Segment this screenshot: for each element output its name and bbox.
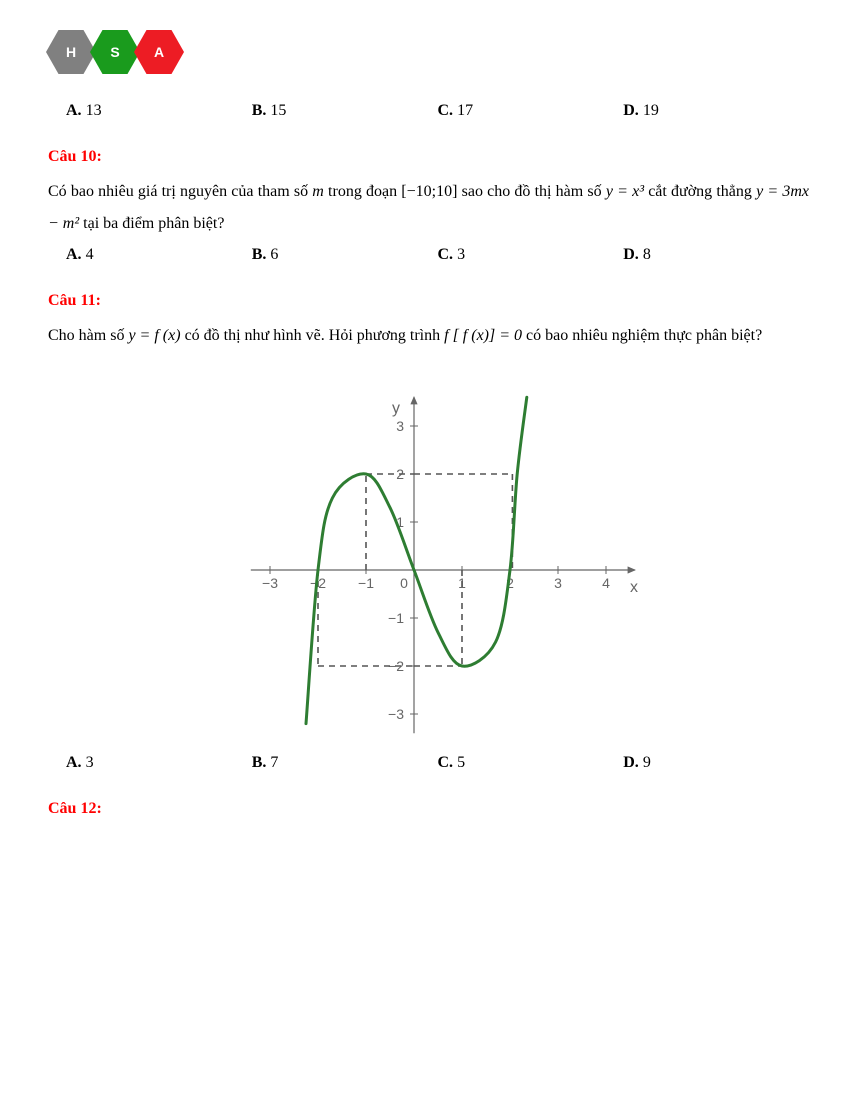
q9-options: A. 13 B. 15 C. 17 D. 19 xyxy=(48,102,809,120)
q11-opt-d: D. 9 xyxy=(623,754,809,772)
q11-opt-b: B. 7 xyxy=(252,754,438,772)
q10-title: Câu 10: xyxy=(48,148,809,166)
opt-value: 13 xyxy=(86,102,102,119)
opt-value: 17 xyxy=(457,102,473,119)
opt-value: 9 xyxy=(643,754,651,771)
opt-value: 3 xyxy=(86,754,94,771)
q11-opt-c: C. 5 xyxy=(438,754,624,772)
q12-title: Câu 12: xyxy=(48,800,809,818)
opt-value: 7 xyxy=(270,754,278,771)
text: sao cho đồ thị hàm số xyxy=(462,183,606,200)
text: trong đoạn xyxy=(328,183,401,200)
opt-label: C. xyxy=(438,246,454,263)
text: Có bao nhiêu giá trị nguyên của tham số xyxy=(48,183,312,200)
logo: H S A xyxy=(46,30,809,74)
text: có bao nhiêu nghiệm thực phân biệt? xyxy=(526,327,762,344)
q10-opt-d: D. 8 xyxy=(623,246,809,264)
q11-options: A. 3 B. 7 C. 5 D. 9 xyxy=(48,754,809,772)
opt-value: 6 xyxy=(270,246,278,263)
q10-options: A. 4 B. 6 C. 3 D. 8 xyxy=(48,246,809,264)
opt-label: D. xyxy=(623,102,639,119)
opt-value: 19 xyxy=(643,102,659,119)
opt-label: C. xyxy=(438,754,454,771)
q10-opt-a: A. 4 xyxy=(66,246,252,264)
svg-text:−3: −3 xyxy=(262,575,278,591)
opt-label: A. xyxy=(66,246,82,263)
q9-opt-c: C. 17 xyxy=(438,102,624,120)
q9-opt-b: B. 15 xyxy=(252,102,438,120)
opt-label: D. xyxy=(623,754,639,771)
svg-text:4: 4 xyxy=(602,575,610,591)
q10-body: Có bao nhiêu giá trị nguyên của tham số … xyxy=(48,176,809,240)
text: Cho hàm số xyxy=(48,327,128,344)
text: tại ba điểm phân biệt? xyxy=(83,215,224,232)
math: f [ f (x)] = 0 xyxy=(444,327,522,344)
text: có đồ thị như hình vẽ. Hỏi phương trình xyxy=(185,327,445,344)
logo-hex-s: S xyxy=(90,30,140,74)
svg-text:0: 0 xyxy=(400,575,408,591)
q10-opt-c: C. 3 xyxy=(438,246,624,264)
svg-text:y: y xyxy=(392,400,400,417)
svg-text:−1: −1 xyxy=(388,610,404,626)
logo-hex-h: H xyxy=(46,30,96,74)
q9-opt-d: D. 19 xyxy=(623,102,809,120)
math: [−10;10] xyxy=(401,183,457,200)
math: y = f (x) xyxy=(128,327,180,344)
svg-text:3: 3 xyxy=(554,575,562,591)
opt-label: B. xyxy=(252,102,267,119)
q9-opt-a: A. 13 xyxy=(66,102,252,120)
svg-text:−3: −3 xyxy=(388,706,404,722)
opt-value: 4 xyxy=(86,246,94,263)
opt-value: 5 xyxy=(457,754,465,771)
q10-opt-b: B. 6 xyxy=(252,246,438,264)
opt-label: B. xyxy=(252,754,267,771)
q11-body: Cho hàm số y = f (x) có đồ thị như hình … xyxy=(48,320,809,352)
math: y = x³ xyxy=(606,183,644,200)
page: H S A A. 13 B. 15 C. 17 D. 19 Câu 10: Có… xyxy=(0,0,857,868)
svg-text:x: x xyxy=(630,579,638,596)
text: cắt đường thẳng xyxy=(648,183,756,200)
opt-label: A. xyxy=(66,754,82,771)
opt-value: 15 xyxy=(270,102,286,119)
opt-label: C. xyxy=(438,102,454,119)
opt-label: A. xyxy=(66,102,82,119)
logo-hex-a: A xyxy=(134,30,184,74)
opt-value: 3 xyxy=(457,246,465,263)
opt-label: B. xyxy=(252,246,267,263)
q11-opt-a: A. 3 xyxy=(66,754,252,772)
svg-text:3: 3 xyxy=(396,418,404,434)
opt-label: D. xyxy=(623,246,639,263)
svg-text:−1: −1 xyxy=(358,575,374,591)
q11-chart: −3−2−101234321−1−2−3yx xyxy=(48,370,809,750)
q11-title: Câu 11: xyxy=(48,292,809,310)
math: m xyxy=(312,183,324,200)
opt-value: 8 xyxy=(643,246,651,263)
chart-svg: −3−2−101234321−1−2−3yx xyxy=(219,370,639,750)
